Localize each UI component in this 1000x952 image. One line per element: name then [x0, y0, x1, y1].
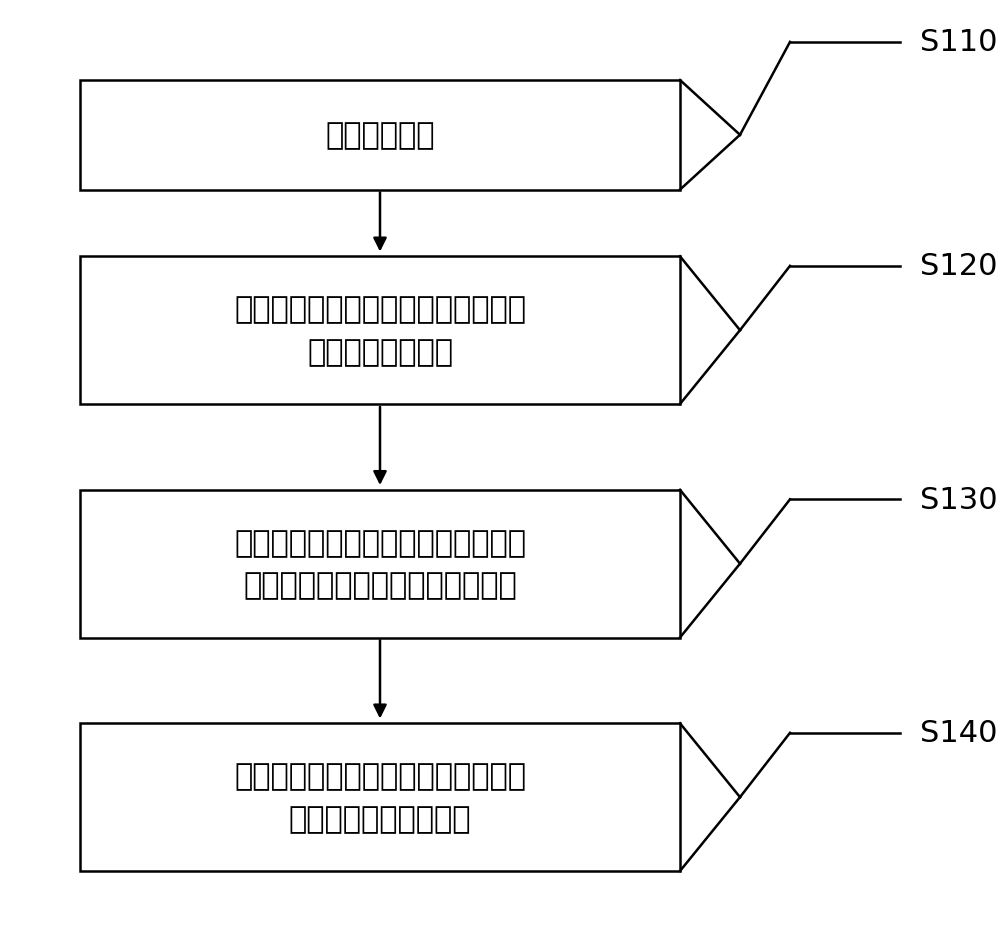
Bar — [80, 724, 680, 871]
Text: S120: S120 — [920, 252, 998, 281]
Text: S130: S130 — [920, 486, 998, 514]
Text: 接收通信信号: 接收通信信号 — [325, 121, 435, 150]
Text: S140: S140 — [920, 719, 998, 747]
Bar — [80, 490, 680, 638]
Text: S110: S110 — [920, 29, 998, 57]
Text: 计算各子帧内相关结果和各子帧间相
关结果的加和，获取相关结果加和: 计算各子帧内相关结果和各子帧间相 关结果的加和，获取相关结果加和 — [234, 528, 526, 600]
Bar — [80, 257, 680, 405]
Text: 根据该相关结果加和对应的功率值确
定通信信号的接收功率: 根据该相关结果加和对应的功率值确 定通信信号的接收功率 — [234, 762, 526, 833]
Text: 计算多个子帧对应的子帧内相关结果
和子帧间相关结果: 计算多个子帧对应的子帧内相关结果 和子帧间相关结果 — [234, 295, 526, 367]
Bar — [80, 81, 680, 190]
